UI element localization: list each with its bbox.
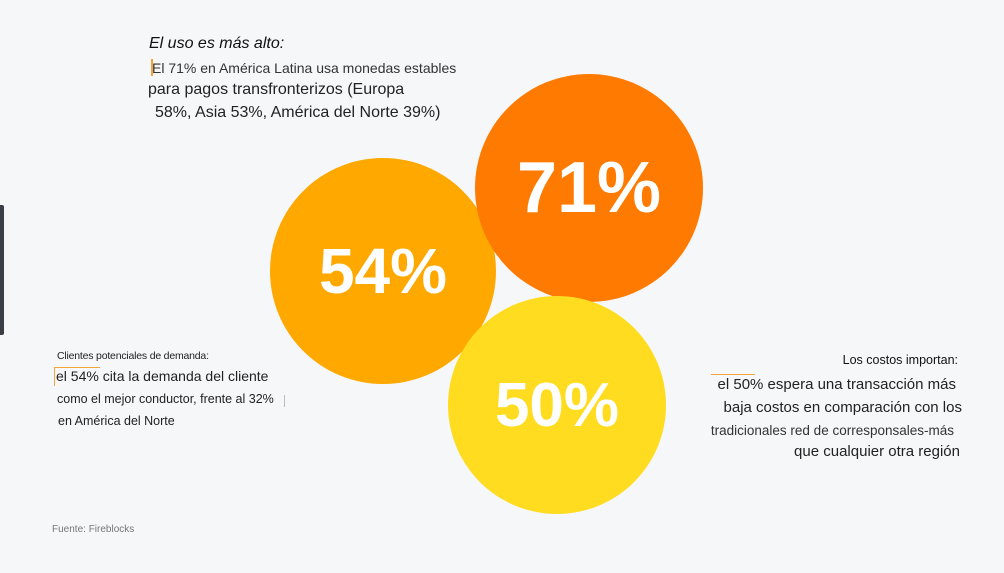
text-cursor-mark: [284, 395, 285, 407]
usage-line-1: El 71% en América Latina usa monedas est…: [152, 60, 457, 76]
circle-50-percent: 50%: [448, 296, 666, 514]
costs-line-1: el 50% espera una transacción más: [717, 376, 956, 393]
usage-title: El uso es más alto:: [149, 35, 285, 52]
source-note: Fuente: Fireblocks: [52, 524, 135, 535]
demand-line-2: como el mejor conductor, frente al 32%: [57, 392, 274, 406]
usage-line-2: para pagos transfronterizos (Europa: [148, 81, 405, 98]
costs-line-3: tradicionales red de corresponsales-más: [710, 423, 954, 438]
demand-line-1: el 54% cita la demanda del cliente: [56, 368, 269, 384]
highlight-mark-right: [711, 374, 755, 375]
highlight-mark-left: [54, 367, 100, 386]
circle-71-label: 71%: [516, 148, 662, 228]
costs-line-2: baja costos en comparación con los: [723, 399, 962, 416]
circle-54-label: 54%: [318, 235, 448, 307]
circle-71-percent: 71%: [475, 74, 703, 302]
demand-line-3: en América del Norte: [58, 414, 175, 428]
highlight-mark-top: [151, 59, 153, 76]
costs-title: Los costos importan:: [842, 353, 958, 367]
left-edge-bar: [0, 205, 4, 335]
circle-54-percent: 54%: [270, 158, 496, 384]
demand-title: Clientes potenciales de demanda:: [57, 350, 209, 362]
costs-line-4: que cualquier otra región: [794, 443, 960, 460]
usage-line-3: 58%, Asia 53%, América del Norte 39%): [155, 104, 441, 121]
circle-50-label: 50%: [494, 370, 620, 440]
